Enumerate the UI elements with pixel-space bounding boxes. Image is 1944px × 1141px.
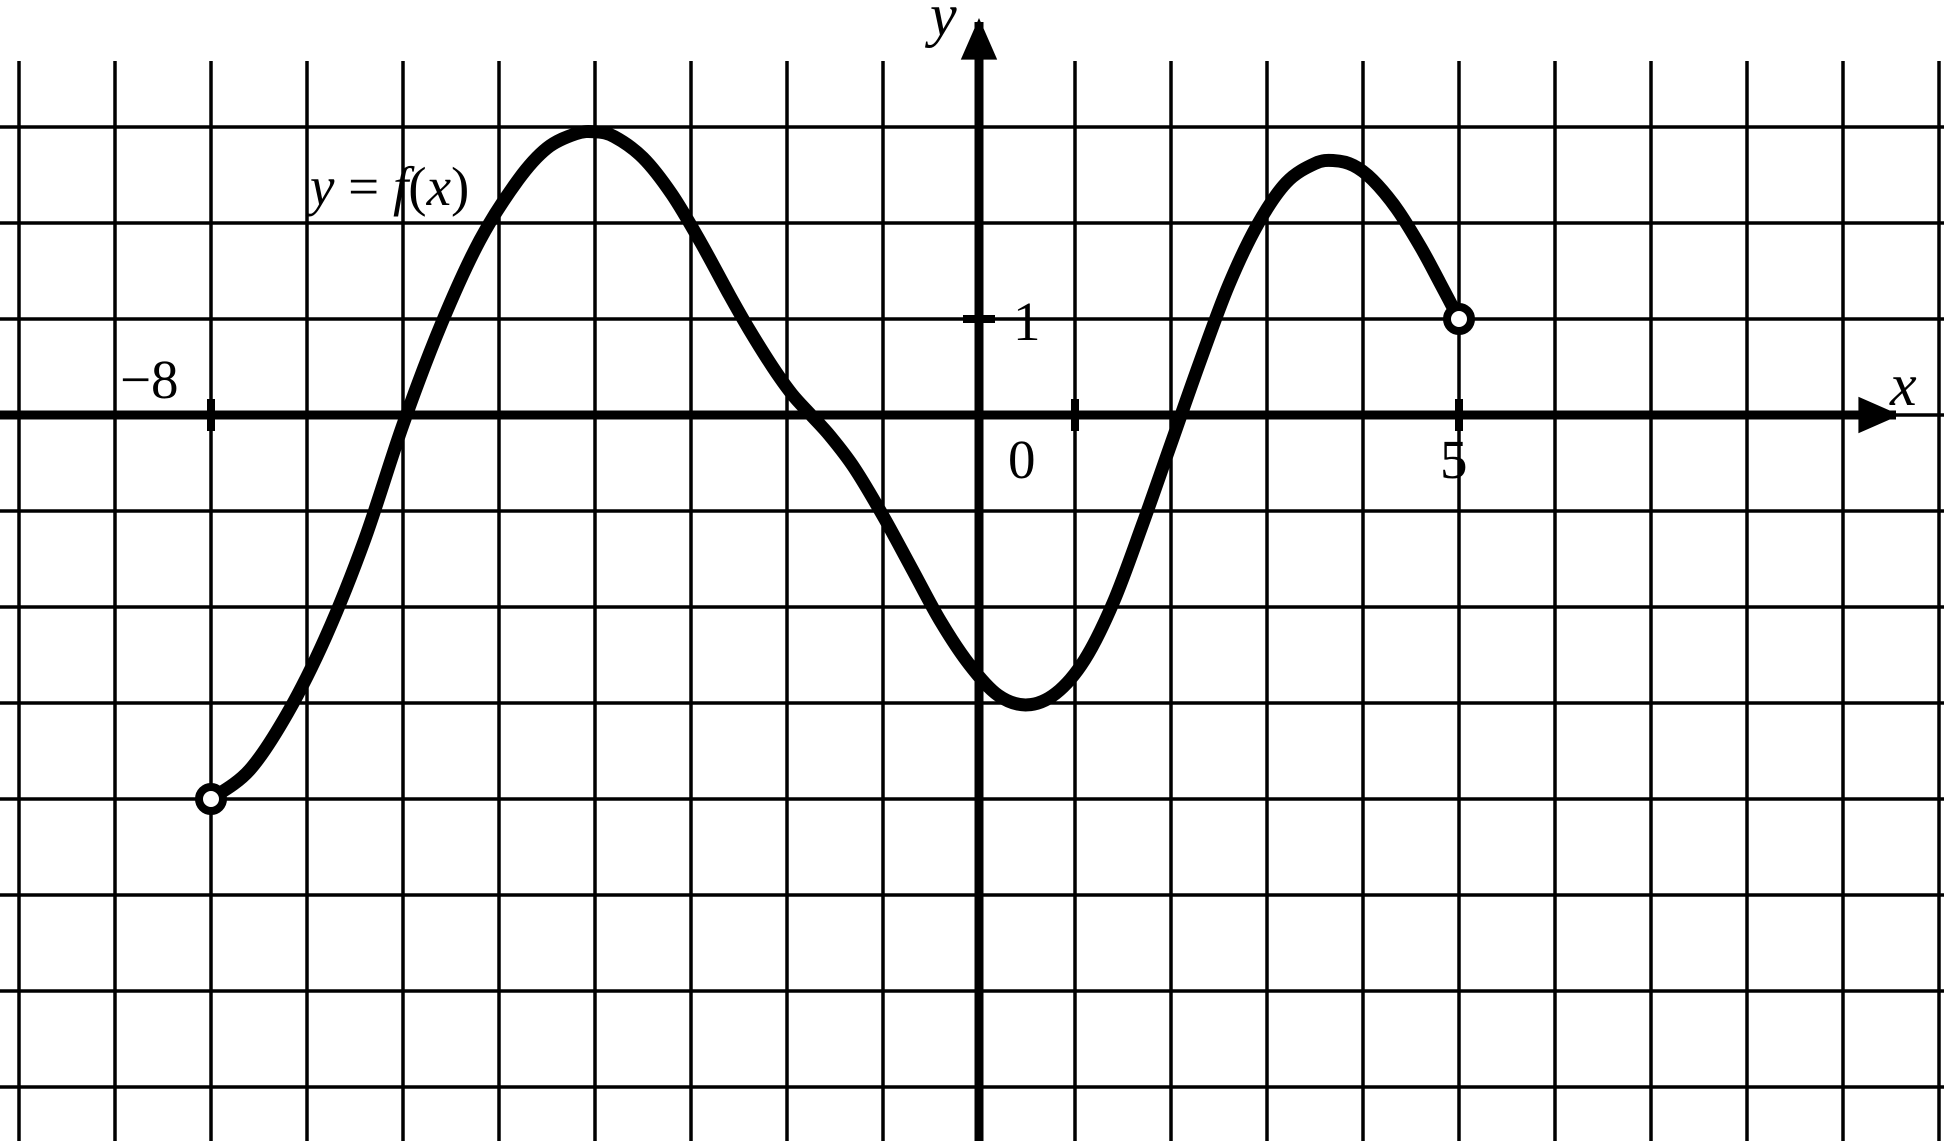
x-tick-neg8-label: −8 bbox=[120, 349, 179, 410]
open-endpoint-icon bbox=[199, 787, 223, 811]
y-tick-1-label: 1 bbox=[1013, 291, 1041, 352]
origin-label: 0 bbox=[1008, 429, 1036, 490]
function-label: y = f(x) bbox=[305, 156, 469, 217]
x-tick-5-label: 5 bbox=[1440, 429, 1468, 490]
open-endpoint-icon bbox=[1447, 307, 1471, 331]
function-plot: y = f(x)yx01−85 bbox=[0, 0, 1944, 1141]
x-axis-label: x bbox=[1889, 352, 1917, 418]
